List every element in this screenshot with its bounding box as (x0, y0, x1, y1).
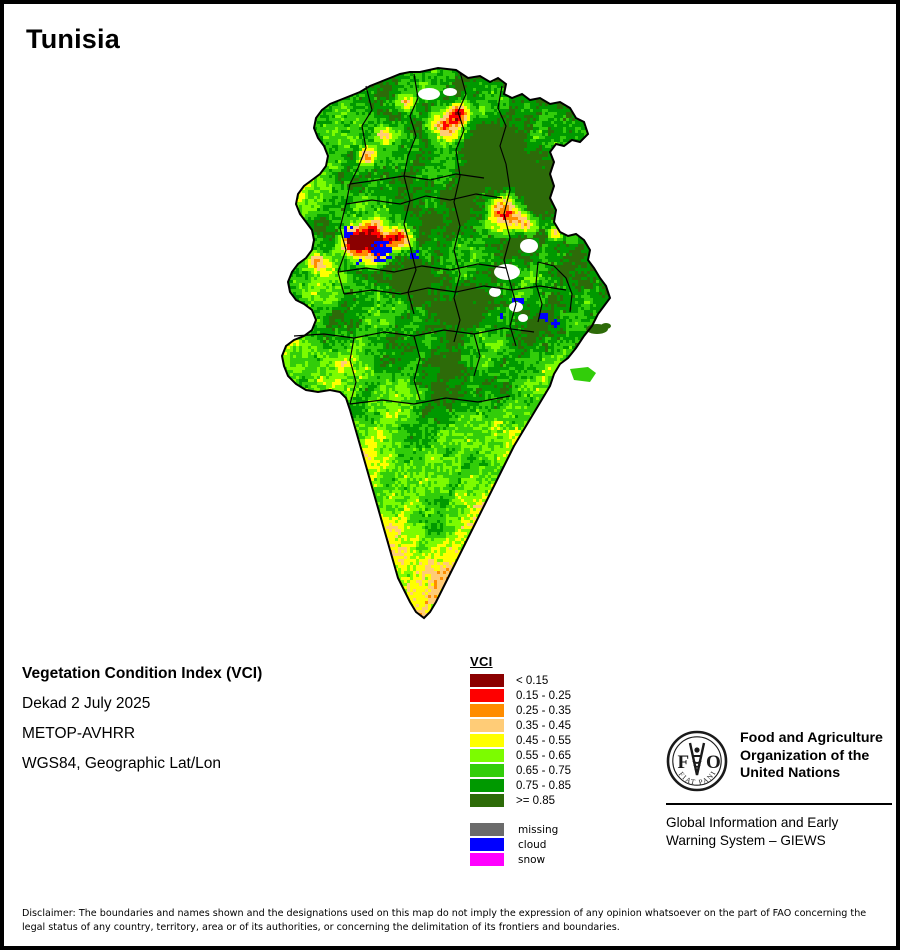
legend-class-list: < 0.15 0.15 - 0.25 0.25 - 0.35 0.35 - 0.45 0… (470, 674, 571, 807)
admin-boundaries (293, 71, 573, 405)
fao-divider (666, 803, 892, 805)
legend-swatch (470, 674, 504, 687)
giews-line2: Warning System – GIEWS (666, 832, 894, 850)
info-period: Dekad 2 July 2025 (22, 689, 262, 719)
fao-emblem-icon: F O FIAT PANIS (666, 730, 728, 792)
legend-swatch (470, 719, 504, 732)
legend-swatch (470, 779, 504, 792)
disclaimer-text: Disclaimer: The boundaries and names sho… (22, 907, 882, 935)
map-svg (281, 67, 611, 619)
legend-swatch (470, 794, 504, 807)
legend-label: cloud (518, 839, 546, 851)
legend-label: 0.25 - 0.35 (516, 705, 571, 717)
legend-swatch (470, 689, 504, 702)
legend-row: >= 0.85 (470, 794, 571, 807)
legend-row: < 0.15 (470, 674, 571, 687)
legend-label: < 0.15 (516, 675, 548, 687)
info-product: Vegetation Condition Index (VCI) (22, 659, 262, 689)
legend-label: missing (518, 824, 558, 836)
legend-row: 0.35 - 0.45 (470, 719, 571, 732)
water-bodies (418, 88, 538, 322)
vci-map (254, 64, 674, 634)
legend-row: 0.15 - 0.25 (470, 689, 571, 702)
legend-row: 0.75 - 0.85 (470, 779, 571, 792)
legend-swatch (470, 749, 504, 762)
fao-org-line3: United Nations (740, 765, 883, 783)
legend-row: snow (470, 853, 571, 866)
legend-row: cloud (470, 838, 571, 851)
legend-label: snow (518, 854, 545, 866)
legend-swatch (470, 764, 504, 777)
legend-label: 0.65 - 0.75 (516, 765, 571, 777)
fao-organization-name: Food and Agriculture Organization of the… (740, 730, 883, 783)
legend-status-list: missing cloud snow (470, 823, 571, 866)
legend-swatch (470, 823, 504, 836)
legend-label: 0.45 - 0.55 (516, 735, 571, 747)
legend-label: 0.35 - 0.45 (516, 720, 571, 732)
fao-org-line1: Food and Agriculture (740, 730, 883, 748)
legend-row: missing (470, 823, 571, 836)
legend-label: 0.55 - 0.65 (516, 750, 571, 762)
info-sensor: METOP-AVHRR (22, 719, 262, 749)
fao-org-line2: Organization of the (740, 748, 883, 766)
legend-swatch (470, 838, 504, 851)
legend-row: 0.45 - 0.55 (470, 734, 571, 747)
fao-logo-row: F O FIAT PANIS Food and Agriculture Orga (666, 730, 894, 792)
legend-spacer (470, 809, 571, 823)
legend-row: 0.25 - 0.35 (470, 704, 571, 717)
page-title: Tunisia (26, 24, 120, 55)
legend-swatch (470, 704, 504, 717)
giews-line1: Global Information and Early (666, 814, 894, 832)
legend-row: 0.65 - 0.75 (470, 764, 571, 777)
legend-label: 0.75 - 0.85 (516, 780, 571, 792)
fao-branding: F O FIAT PANIS Food and Agriculture Orga (666, 730, 894, 850)
legend-row: 0.55 - 0.65 (470, 749, 571, 762)
legend-swatch (470, 853, 504, 866)
map-info-block: Vegetation Condition Index (VCI) Dekad 2… (22, 659, 262, 779)
vci-legend: VCI < 0.15 0.15 - 0.25 0.25 - 0.35 0.35 - 0… (470, 654, 571, 868)
legend-label: >= 0.85 (516, 795, 555, 807)
info-projection: WGS84, Geographic Lat/Lon (22, 749, 262, 779)
legend-swatch (470, 734, 504, 747)
legend-label: 0.15 - 0.25 (516, 690, 571, 702)
legend-title: VCI (470, 654, 571, 669)
vci-raster (282, 68, 610, 618)
giews-system-name: Global Information and Early Warning Sys… (666, 814, 894, 850)
